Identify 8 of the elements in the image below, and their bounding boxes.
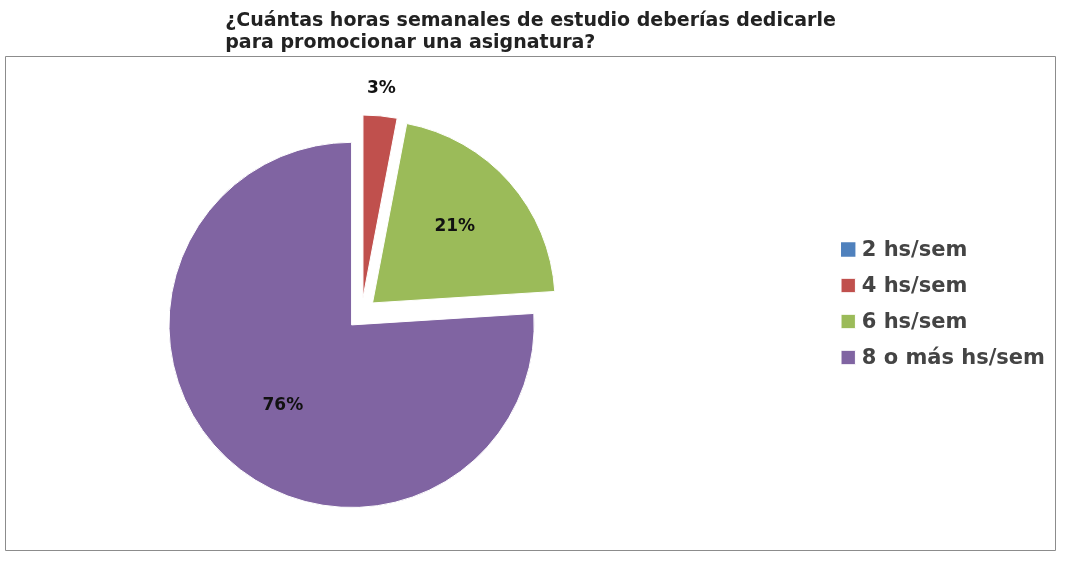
chart-title: ¿Cuántas horas semanales de estudio deberías dedicarle para promocionar una asignatura? (225, 7, 836, 52)
legend-label: 6 hs/sem (861, 309, 968, 333)
data-label: 21% (434, 214, 476, 235)
data-label: 3% (366, 77, 396, 98)
legend-label: 4 hs/sem (861, 273, 968, 297)
data-label: 76% (262, 394, 304, 415)
legend-label: 8 o más hs/sem (861, 345, 1045, 369)
legend-label: 2 hs/sem (861, 237, 968, 261)
